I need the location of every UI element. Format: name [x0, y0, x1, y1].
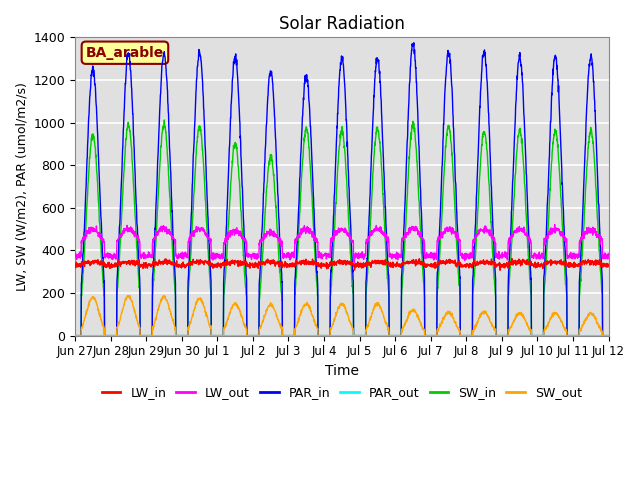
SW_out [497, 333, 504, 338]
Title: Solar Radiation: Solar Radiation [279, 15, 404, 33]
SW_in [573, 333, 580, 338]
LW_in [369, 258, 376, 264]
PAR_in [71, 333, 79, 338]
LW_out [71, 250, 79, 256]
Legend: LW_in, LW_out, PAR_in, PAR_out, SW_in, SW_out: LW_in, LW_out, PAR_in, PAR_out, SW_in, S… [97, 381, 587, 404]
PAR_out [357, 333, 365, 338]
LW_out [551, 222, 559, 228]
PAR_out [605, 333, 612, 338]
LW_out [497, 255, 504, 261]
Line: PAR_in: PAR_in [75, 43, 609, 336]
Line: LW_in: LW_in [75, 259, 609, 270]
PAR_out [220, 333, 228, 338]
LW_in [497, 264, 504, 269]
SW_out [71, 333, 79, 338]
LW_in [357, 263, 365, 269]
SW_out [605, 333, 612, 338]
LW_in [508, 256, 516, 262]
PAR_in [369, 125, 376, 131]
PAR_in [220, 272, 228, 278]
PAR_out [572, 333, 580, 338]
SW_out [220, 324, 228, 330]
LW_in [496, 267, 504, 273]
LW_in [71, 262, 79, 267]
SW_in [71, 333, 79, 338]
PAR_in [410, 40, 418, 46]
SW_out [126, 293, 134, 299]
LW_out [573, 252, 580, 257]
SW_in [161, 117, 168, 123]
LW_out [220, 240, 228, 246]
SW_out [557, 319, 565, 325]
Text: BA_arable: BA_arable [86, 46, 164, 60]
SW_in [369, 170, 377, 176]
PAR_out [557, 333, 565, 338]
LW_out [369, 229, 377, 235]
LW_out [558, 232, 566, 238]
SW_in [220, 291, 228, 297]
Line: SW_in: SW_in [75, 120, 609, 336]
PAR_in [605, 333, 612, 338]
LW_in [220, 262, 228, 267]
SW_in [497, 333, 504, 338]
LW_in [605, 263, 612, 269]
LW_out [605, 251, 612, 256]
PAR_out [71, 333, 79, 338]
SW_out [357, 333, 365, 338]
LW_in [558, 262, 566, 268]
SW_out [369, 309, 377, 315]
SW_in [605, 333, 612, 338]
Line: LW_out: LW_out [75, 225, 609, 263]
SW_in [357, 333, 365, 338]
PAR_in [497, 333, 504, 338]
PAR_out [497, 333, 504, 338]
X-axis label: Time: Time [325, 364, 359, 378]
PAR_in [357, 333, 365, 338]
PAR_in [557, 159, 565, 165]
SW_out [573, 333, 580, 338]
LW_out [351, 260, 358, 265]
SW_in [557, 204, 565, 210]
PAR_in [573, 333, 580, 338]
LW_in [573, 263, 580, 268]
Line: SW_out: SW_out [75, 296, 609, 336]
Y-axis label: LW, SW (W/m2), PAR (umol/m2/s): LW, SW (W/m2), PAR (umol/m2/s) [15, 82, 28, 291]
LW_out [357, 253, 365, 259]
PAR_out [369, 333, 376, 338]
